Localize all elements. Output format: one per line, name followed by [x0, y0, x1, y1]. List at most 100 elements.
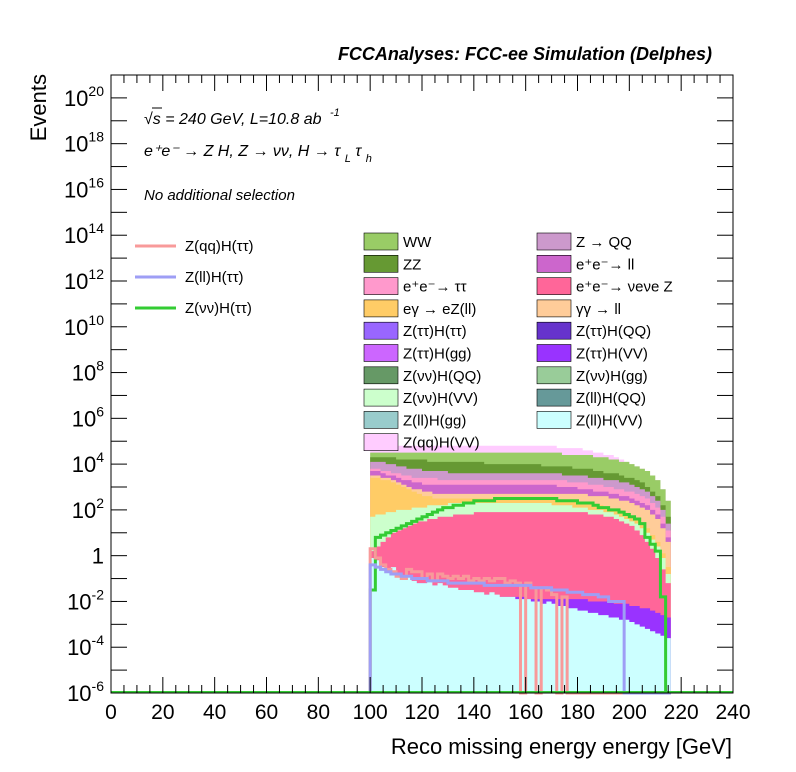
legend-swatch: [536, 344, 572, 362]
legend-label: Z(ττ)H(VV): [576, 346, 648, 363]
x-tick-label: 0: [105, 701, 117, 724]
y-axis-label: Events: [26, 74, 51, 141]
legend-label: e⁺e⁻→ ll: [576, 256, 634, 273]
y-tick-label: 1018: [64, 129, 104, 157]
y-tick-exp: -4: [92, 632, 105, 648]
x-tick-label: 40: [203, 701, 226, 724]
legend-swatch: [536, 232, 572, 251]
x-tick-label: 240: [715, 701, 750, 724]
y-tick-label: 1014: [64, 220, 104, 248]
legend-label: ZZ: [403, 256, 421, 273]
y-tick-label: 1020: [64, 83, 104, 111]
process-subscript-l: L: [345, 153, 351, 165]
energy-text: √s = 240 GeV, L=10.8 ab: [144, 111, 322, 128]
y-tick-exp: 6: [96, 403, 104, 419]
annotations: √s = 240 GeV, L=10.8 ab -1 e⁺e⁻ → Z H, Z…: [144, 107, 372, 204]
legend-label: Z(νν)H(QQ): [403, 368, 481, 385]
selection-annotation: No additional selection: [144, 187, 295, 204]
y-tick-exp: 2: [96, 495, 104, 511]
x-tick-label: 120: [404, 701, 439, 724]
y-tick-exp: 16: [88, 174, 104, 190]
y-tick-exp: 18: [88, 129, 104, 145]
legend-label: e⁺e⁻→ ττ: [403, 279, 467, 296]
signal-legend-label: Z(νν)H(ττ): [185, 300, 252, 317]
y-tick-base: 10: [72, 361, 96, 386]
legend-label: Z(ll)H(QQ): [576, 390, 646, 407]
legend-label: γγ → ll: [576, 301, 621, 318]
legend-swatch: [536, 255, 572, 273]
y-tick-label: 10-4: [67, 632, 104, 660]
y-tick-label: 1: [92, 544, 104, 569]
process-text: e⁺e⁻ → Z H, Z → νν, H → τ: [144, 143, 341, 160]
legend-swatch: [536, 366, 572, 385]
y-tick-base: 10: [72, 498, 96, 523]
y-tick-label: 104: [72, 449, 104, 477]
y-tick-base: 10: [64, 315, 88, 340]
legend-swatch: [363, 366, 399, 385]
y-tick-label: 106: [72, 403, 104, 431]
y-tick-label: 1010: [64, 312, 104, 340]
legend-label: WW: [403, 234, 432, 251]
y-tick-exp: 14: [88, 220, 104, 236]
x-tick-label: 80: [307, 701, 330, 724]
legend-label: Z(qq)H(VV): [403, 435, 480, 452]
y-tick-base: 10: [64, 86, 88, 111]
background-legend: WW Z → QQ ZZ e⁺e⁻→ ll e⁺e⁻→ ττ e⁺e⁻→ νeνe Z eγ…: [363, 232, 673, 452]
y-tick-label: 102: [72, 495, 104, 523]
y-tick-base: 10: [64, 132, 88, 157]
x-tick-label: 100: [353, 701, 388, 724]
energy-superscript: -1: [330, 107, 340, 119]
legend-label: Z(ττ)H(QQ): [576, 323, 651, 340]
y-tick-base: 10: [72, 452, 96, 477]
legend-label: Z → QQ: [576, 234, 632, 251]
legend-label: Z(ττ)H(gg): [403, 346, 472, 363]
energy-annotation: √s = 240 GeV, L=10.8 ab -1: [144, 107, 340, 128]
y-tick-label: 1016: [64, 174, 104, 202]
y-tick-base: 10: [67, 681, 91, 706]
legend-swatch: [363, 277, 399, 295]
legend-label: Z(ll)H(gg): [403, 412, 466, 429]
legend-swatch: [363, 232, 399, 251]
y-tick-exp: 12: [88, 266, 104, 282]
legend-swatch: [363, 321, 399, 340]
legend-swatch: [363, 411, 399, 429]
y-tick-exp: 10: [88, 312, 104, 328]
line-Z(ll)H(ττ): [368, 563, 671, 695]
legend-swatch: [536, 299, 572, 318]
process-tau: τ: [355, 143, 362, 160]
y-tick-label: 10-2: [67, 586, 104, 614]
x-tick-label: 220: [664, 701, 699, 724]
x-axis-label: Reco missing energy energy [GeV]: [391, 734, 732, 759]
y-tick-exp: -6: [92, 678, 105, 694]
signal-legend: Z(qq)H(ττ) Z(ll)H(ττ) Z(νν)H(ττ): [135, 238, 254, 317]
legend-swatch: [536, 321, 572, 340]
y-tick-label: 1012: [64, 266, 104, 294]
legend-label: Z(ll)H(VV): [576, 412, 643, 429]
x-axis: 0 20 40 60 80 100 120 140 160 180 200 220 240: [105, 75, 751, 724]
x-tick-label: 160: [508, 701, 543, 724]
process-annotation: e⁺e⁻ → Z H, Z → νν, H → τ L τ h: [144, 143, 372, 166]
y-tick-base: 10: [67, 589, 91, 614]
y-axis: 102010181016101410121010108106104102110-…: [64, 74, 733, 706]
line-Z(νν)H(ττ): [368, 496, 671, 695]
legend-label: eγ → eZ(ll): [403, 301, 476, 318]
y-tick-base: 10: [64, 269, 88, 294]
legend-swatch: [363, 344, 399, 362]
y-tick-base: 10: [72, 406, 96, 431]
y-tick-label: 108: [72, 358, 104, 386]
y-tick-label: 10-6: [67, 678, 104, 706]
legend-swatch: [363, 433, 399, 452]
legend-swatch: [363, 255, 399, 273]
y-tick-base: 10: [64, 223, 88, 248]
chart-title: FCCAnalyses: FCC-ee Simulation (Delphes): [338, 44, 712, 64]
y-tick-base: 10: [64, 177, 88, 202]
x-tick-label: 20: [151, 701, 174, 724]
y-tick-exp: 8: [96, 358, 104, 374]
x-tick-label: 140: [456, 701, 491, 724]
x-tick-label: 200: [612, 701, 647, 724]
signal-legend-label: Z(ll)H(ττ): [185, 269, 244, 286]
y-tick-exp: -2: [92, 586, 105, 602]
y-tick-exp: 20: [88, 83, 104, 99]
legend-label: Z(νν)H(gg): [576, 368, 648, 385]
